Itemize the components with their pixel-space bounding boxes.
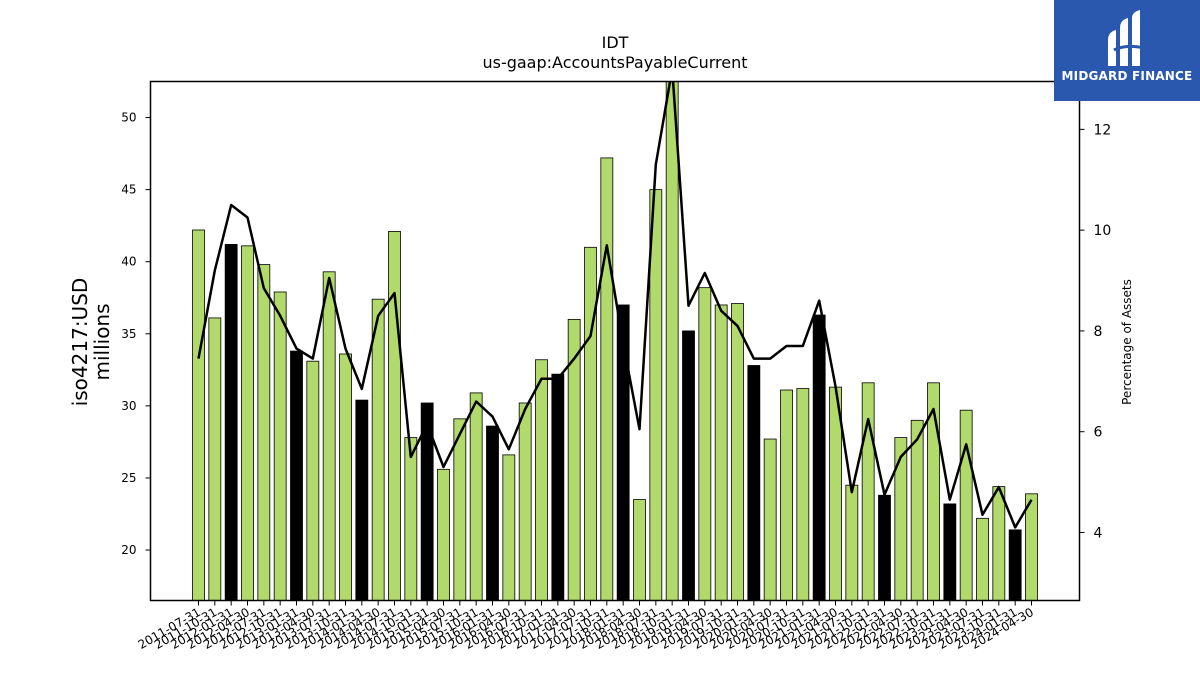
bar-2015-07-31 — [453, 418, 467, 601]
bar-2023-07-31 — [976, 517, 989, 601]
line-layer — [197, 81, 1033, 529]
bar-2019-07-31 — [714, 304, 728, 601]
ytick-label: 50 — [121, 111, 136, 125]
bar-2019-01-31 — [682, 330, 695, 601]
bar-2012-10-31 — [273, 291, 287, 601]
y-axis-label-line1: iso4217:USD — [68, 278, 92, 407]
bar-2023-04-30 — [959, 409, 973, 601]
y2tick-label: 4 — [1094, 525, 1103, 541]
bar-2011-07-31 — [192, 229, 205, 601]
bar-2024-04-30 — [1025, 493, 1038, 601]
x-ticks: 2011-07-312011-10-312012-01-312012-04-30… — [136, 600, 1036, 652]
chart-subtitle: us-gaap:AccountsPayableCurrent — [482, 53, 747, 72]
bar-2021-10-31 — [861, 382, 875, 601]
ytick-label: 35 — [121, 327, 136, 341]
y2tick-label: 6 — [1094, 425, 1103, 441]
bar-2014-07-31 — [388, 231, 401, 601]
bar-2022-07-31 — [910, 419, 924, 601]
midgard-logo-icon — [1108, 10, 1145, 66]
chart-title: IDT — [602, 33, 629, 52]
y2tick-label: 12 — [1094, 122, 1112, 138]
ytick-label: 40 — [121, 255, 136, 269]
bar-2012-01-31 — [224, 244, 238, 601]
bars — [192, 81, 1038, 601]
ytick-label: 30 — [121, 399, 136, 413]
bar-2015-10-31 — [469, 392, 483, 601]
y2tick-label: 10 — [1094, 223, 1112, 239]
bar-2012-04-30 — [241, 245, 254, 601]
ytick-label: 20 — [121, 543, 136, 557]
ytick-label: 25 — [121, 471, 136, 485]
plot-frame — [149, 80, 1081, 602]
y-axis-label-line2: millions — [90, 303, 114, 380]
bar-2017-04-30 — [567, 318, 581, 601]
bar-2013-04-30 — [306, 360, 320, 601]
bar-2016-10-31 — [535, 359, 548, 601]
bar-2012-07-31 — [257, 264, 271, 601]
bar-2022-04-30 — [894, 437, 908, 601]
bar-2013-10-31 — [339, 353, 352, 601]
bar-2018-10-31 — [665, 81, 679, 601]
bar-2016-01-31 — [486, 425, 499, 601]
bar-2021-01-31 — [812, 314, 826, 601]
bar-2024-01-31 — [1008, 529, 1022, 601]
y2tick-label: 8 — [1094, 324, 1103, 340]
bar-2020-07-31 — [780, 389, 793, 601]
bar-2013-01-31 — [290, 350, 303, 601]
bar-2016-07-31 — [518, 402, 532, 601]
percentage-line — [197, 81, 1033, 529]
bar-2020-01-31 — [747, 365, 761, 601]
bar-2017-01-31 — [551, 373, 565, 601]
bar-2018-04-30 — [633, 499, 646, 601]
bar-2023-01-31 — [943, 503, 957, 601]
bar-2014-10-31 — [404, 437, 418, 601]
bar-2022-01-31 — [878, 494, 891, 601]
logo-text: MIDGARD FINANCE — [1061, 69, 1193, 83]
bar-2019-04-30 — [698, 287, 712, 601]
bar-2011-10-31 — [208, 317, 222, 601]
bar-2020-04-30 — [763, 438, 777, 601]
brand-logo: MIDGARD FINANCE — [1054, 0, 1200, 101]
bar-2017-10-31 — [600, 157, 614, 601]
bar-2020-10-31 — [796, 388, 810, 601]
bar-2014-04-30 — [371, 298, 385, 601]
y-axis-label: iso4217:USD millions — [68, 278, 114, 407]
y-ticks: 20 25 30 35 40 45 50 — [121, 111, 151, 557]
bar-2023-10-31 — [992, 486, 1006, 601]
y2-axis-label: Percentage of Assets — [1120, 279, 1134, 405]
ytick-label: 45 — [121, 183, 136, 197]
bar-2013-07-31 — [322, 271, 336, 601]
bar-2021-07-31 — [845, 484, 859, 601]
y2-ticks: 4 6 8 10 12 — [1079, 122, 1112, 541]
bar-2015-04-30 — [437, 468, 450, 601]
bar-2017-07-31 — [584, 246, 597, 601]
bar-2016-04-30 — [502, 454, 516, 601]
bar-2014-01-31 — [355, 399, 369, 601]
bar-2019-10-31 — [731, 303, 744, 601]
